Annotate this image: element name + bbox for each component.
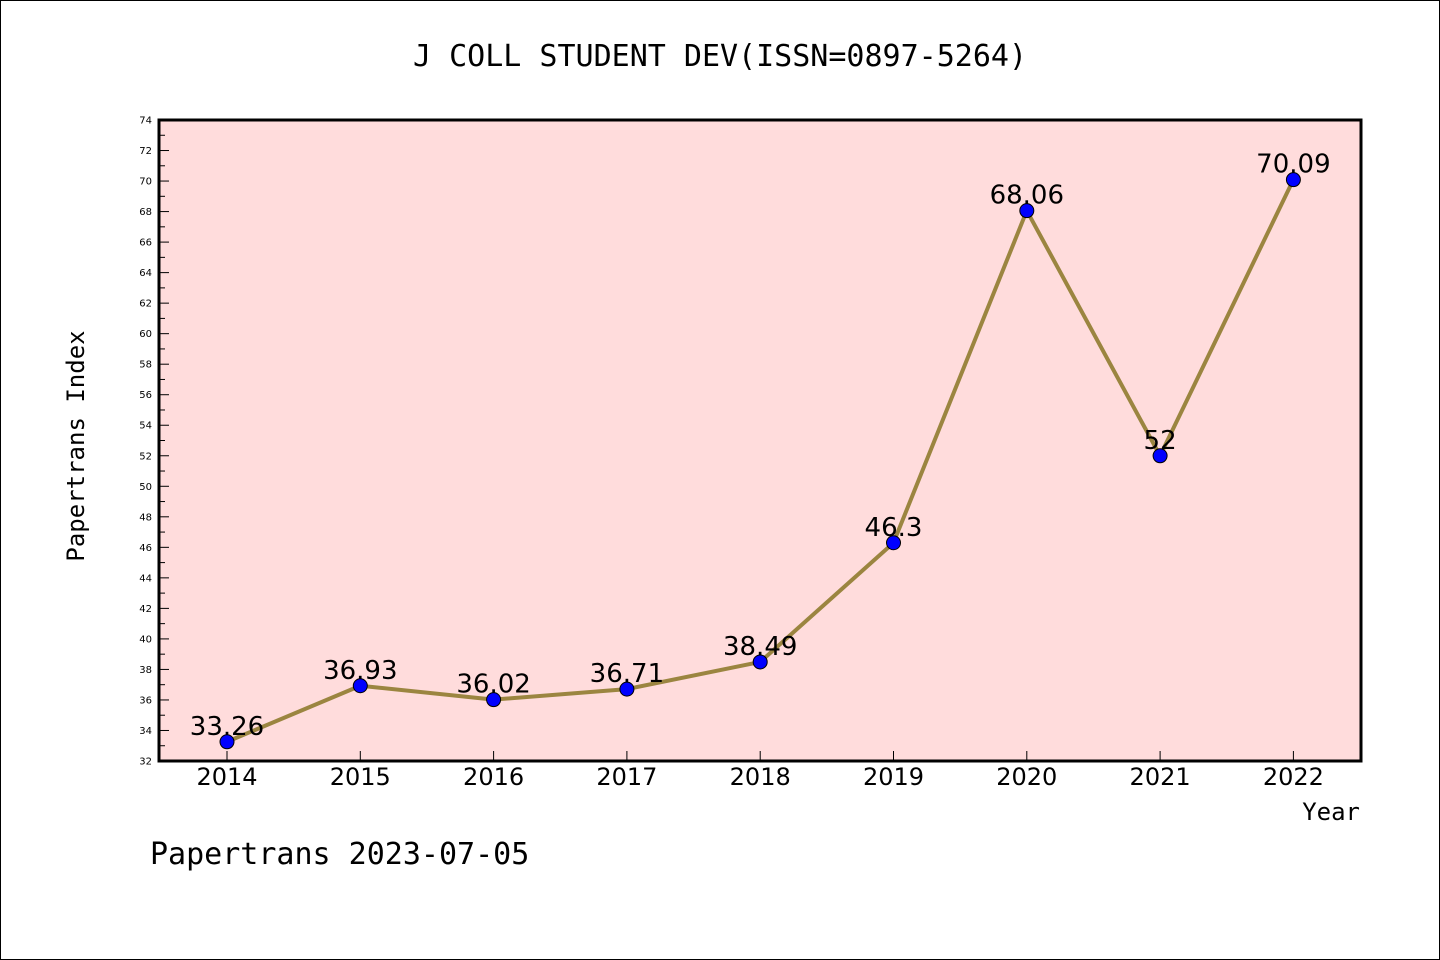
data-label: 46.3	[865, 513, 923, 543]
x-tick-label: 2016	[463, 763, 524, 791]
chart-title: J COLL STUDENT DEV(ISSN=0897-5264)	[413, 39, 1027, 74]
data-point	[886, 535, 901, 551]
x-tick-label: 2018	[730, 763, 791, 791]
y-axis-label: Papertrans Index	[62, 330, 90, 561]
y-tick-label: 54	[139, 421, 152, 432]
footer-text: Papertrans 2023-07-05	[150, 837, 529, 872]
y-tick-label: 34	[139, 726, 152, 737]
y-tick-label: 50	[139, 482, 152, 493]
y-tick-label: 56	[139, 390, 152, 401]
data-label: 38.49	[723, 632, 797, 662]
data-point	[1152, 448, 1168, 464]
data-point	[619, 681, 635, 697]
data-label: 52	[1144, 426, 1177, 456]
y-tick-label: 58	[139, 360, 152, 371]
y-tick-label: 60	[139, 329, 152, 340]
x-axis-label: Year	[1302, 798, 1360, 826]
y-tick-label: 32	[139, 757, 152, 768]
x-tick-label: 2019	[863, 763, 924, 791]
y-tick-label: 46	[139, 543, 152, 554]
data-label: 33.26	[190, 712, 264, 742]
x-tick-label: 2014	[196, 763, 257, 791]
y-tick-label: 44	[139, 573, 152, 584]
x-tick-label: 2020	[996, 763, 1057, 791]
y-tick-label: 62	[139, 299, 152, 310]
data-markers	[219, 172, 1301, 750]
data-point	[1285, 172, 1301, 188]
data-label: 68.06	[990, 181, 1064, 211]
x-tick-label: 2022	[1263, 763, 1324, 791]
x-tick-label: 2021	[1130, 763, 1191, 791]
data-label: 70.09	[1256, 150, 1330, 180]
y-tick-label: 72	[139, 146, 152, 157]
y-tick-label: 66	[139, 238, 152, 249]
y-tick-label: 74	[139, 116, 152, 127]
data-label: 36.93	[323, 656, 397, 686]
y-tick-label: 40	[139, 634, 152, 645]
data-point	[752, 654, 768, 670]
y-tick-label: 70	[139, 177, 152, 188]
y-tick-label: 68	[139, 207, 152, 218]
x-axis: 2014 2015 2016 2017 2018 2019 2020 2021 2022	[196, 751, 1324, 791]
y-axis: 32 34 36 38 40 42 44 46 48 50 52 54 56 58 60 62 64 66 68 70…	[139, 116, 169, 768]
y-tick-label: 64	[139, 268, 152, 279]
x-tick-label: 2015	[330, 763, 391, 791]
data-point	[352, 678, 368, 694]
data-labels: 33.26 36.93 36.02 36.71 38.49 46.3 68.06 52 70.0…	[190, 150, 1331, 742]
data-label: 36.02	[456, 670, 530, 700]
y-tick-label: 38	[139, 665, 152, 676]
y-tick-label: 48	[139, 512, 152, 523]
data-point	[486, 692, 502, 708]
data-point	[219, 734, 235, 750]
data-label: 36.71	[590, 659, 664, 689]
y-tick-label: 36	[139, 695, 152, 706]
x-tick-label: 2017	[596, 763, 657, 791]
y-tick-label: 52	[139, 451, 152, 462]
plot-area	[157, 118, 1363, 763]
data-point	[1019, 203, 1035, 219]
y-tick-label: 42	[139, 604, 152, 615]
